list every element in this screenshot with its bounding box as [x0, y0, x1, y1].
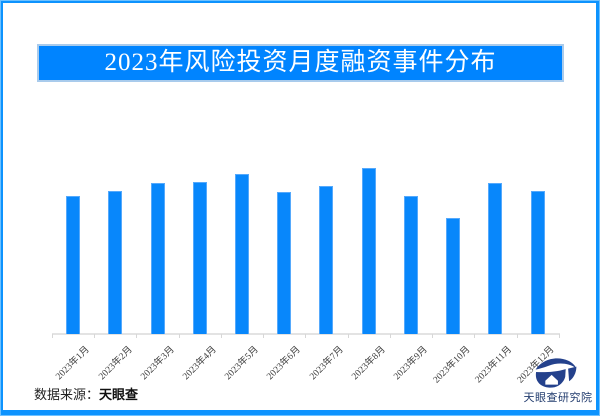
x-axis-tick: [178, 334, 180, 338]
x-axis-tick: [516, 334, 518, 338]
x-axis-tick: [558, 334, 560, 338]
data-source-label: 数据来源：: [34, 387, 100, 402]
x-axis-tick: [94, 334, 96, 338]
logo-text: 天眼查研究院: [523, 392, 593, 404]
x-axis-tick: [432, 334, 434, 338]
bar: [235, 174, 250, 334]
bar: [488, 183, 503, 334]
bar: [446, 218, 461, 334]
x-axis-tick: [305, 334, 307, 338]
title-banner: 2023年风险投资月度融资事件分布: [37, 44, 564, 82]
x-axis-tick: [220, 334, 222, 338]
bar: [192, 182, 207, 334]
bar: [108, 191, 123, 334]
data-source-value: 天眼查: [99, 387, 139, 402]
x-axis-tick: [474, 334, 476, 338]
x-axis-tick: [389, 334, 391, 338]
chart-title: 2023年风险投资月度融资事件分布: [104, 49, 497, 76]
x-axis-tick: [263, 334, 265, 338]
bar: [361, 168, 376, 334]
bar: [66, 196, 81, 334]
x-axis-tick: [136, 334, 138, 338]
x-axis-tick: [347, 334, 349, 338]
x-axis-label-anchor: 2023年12月: [427, 340, 557, 386]
bar: [150, 183, 165, 334]
bar: [403, 196, 418, 334]
bar: [277, 192, 292, 334]
tianyancha-eye-logo: [535, 358, 577, 388]
x-axis-tick: [51, 334, 53, 338]
data-source: 数据来源：天眼查: [34, 384, 138, 403]
bar: [530, 191, 545, 334]
bar: [319, 186, 334, 334]
